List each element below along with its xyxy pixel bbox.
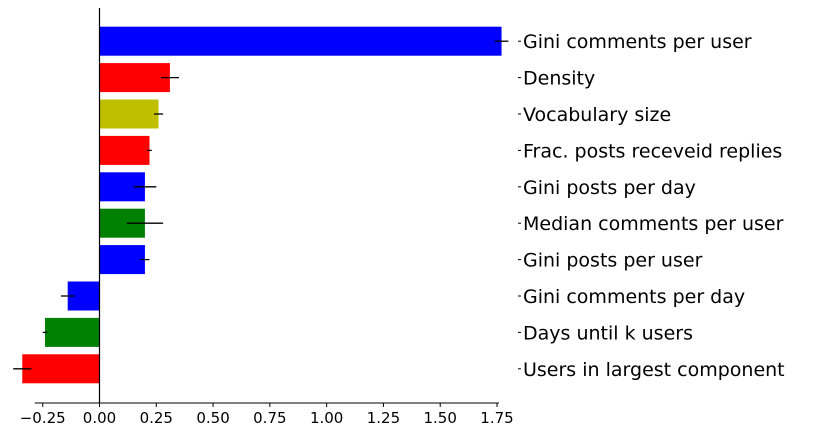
- category-label-gini-posts-per-user: Gini posts per user: [523, 250, 703, 272]
- x-tick-label: −0.25: [20, 409, 66, 427]
- x-tick-label: 1.25: [367, 409, 400, 427]
- x-tick-label: 0.75: [253, 409, 286, 427]
- bar-days-until-k-users: [44, 317, 100, 347]
- bar-users-in-largest-component: [22, 354, 100, 384]
- bar-gini-posts-per-user: [99, 245, 145, 275]
- x-ticks-group: −0.25 0.00 0.25 0.50 0.75 1.00 1.25 1.50 1.75: [20, 403, 514, 427]
- x-tick-label: 1.75: [480, 409, 513, 427]
- category-label-density: Density: [523, 68, 595, 90]
- category-labels-group: Gini comments per user Density Vocabulary …: [518, 31, 785, 381]
- category-label-gini-posts-per-day: Gini posts per day: [523, 177, 696, 199]
- category-label-frac-posts-receveid-replies: Frac. posts receveid replies: [523, 140, 782, 162]
- category-label-median-comments-per-user: Median comments per user: [523, 213, 784, 235]
- x-tick-label: 1.00: [310, 409, 343, 427]
- category-label-users-in-largest-component: Users in largest component: [523, 359, 785, 381]
- bar-density: [99, 63, 170, 93]
- x-tick-label: 0.50: [196, 409, 229, 427]
- bar-vocabulary-size: [99, 99, 159, 129]
- bars-group: [22, 26, 502, 384]
- x-tick-label: 1.50: [424, 409, 457, 427]
- x-tick-label: 0.25: [140, 409, 173, 427]
- category-label-gini-comments-per-user: Gini comments per user: [523, 31, 752, 53]
- bar-gini-comments-per-user: [99, 26, 502, 56]
- error-bars-group: [13, 40, 509, 370]
- category-label-vocabulary-size: Vocabulary size: [523, 104, 671, 126]
- x-tick-label: 0.00: [83, 409, 116, 427]
- category-label-gini-comments-per-day: Gini comments per day: [523, 286, 745, 308]
- bar-frac-posts-receveid-replies: [99, 135, 150, 165]
- category-label-days-until-k-users: Days until k users: [523, 322, 693, 344]
